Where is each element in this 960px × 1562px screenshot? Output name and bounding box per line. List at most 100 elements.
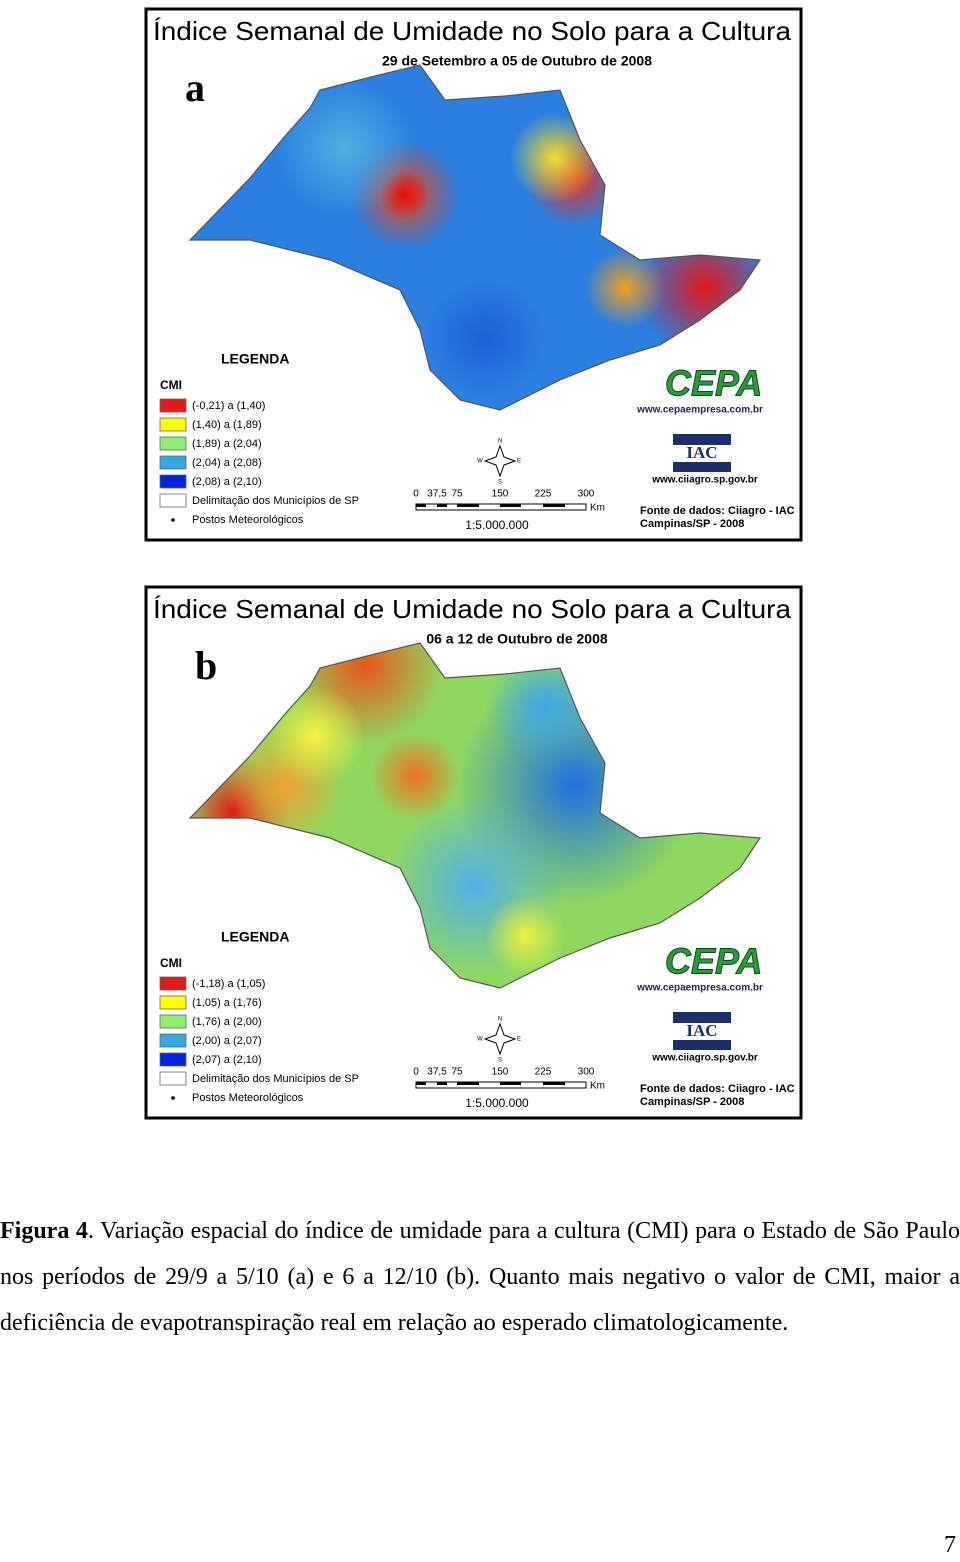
iac-logo-band: [673, 445, 731, 462]
legend-entry: Delimitação dos Municípios de SP: [192, 495, 359, 507]
scale-segment: [437, 1082, 447, 1085]
state-outline: [188, 64, 762, 411]
map-panel: Índice Semanal de Umidade no Solo para a…: [144, 7, 803, 542]
moisture-zone: [585, 248, 665, 328]
legend-swatch: [159, 493, 187, 508]
scale-segment: [500, 504, 521, 507]
moisture-zone: [425, 278, 545, 398]
data-source: Fonte de dados: Ciiagro - IAC: [640, 505, 795, 517]
legend-entry: Postos Meteorológicos: [192, 1092, 304, 1104]
data-source: Campinas/SP - 2008: [640, 1096, 744, 1108]
compass-letter: N: [498, 1017, 502, 1023]
scale-segment: [416, 504, 426, 507]
legend-entry: (2,04) a (2,08): [192, 457, 262, 469]
iac-url: www.ciiagro.sp.gov.br: [651, 475, 758, 486]
panel-letter: a: [185, 65, 205, 110]
map-title: Índice Semanal de Umidade no Solo para a…: [153, 16, 792, 46]
legend-entry: (2,00) a (2,07): [192, 1035, 262, 1047]
legend-entry: (-1,18) a (1,05): [192, 978, 265, 990]
legend-entry: (-0,21) a (1,40): [192, 400, 265, 412]
legend-swatch: [159, 1071, 187, 1086]
legend-entry: (2,07) a (2,10): [192, 1054, 262, 1066]
legend-variable: CMI: [160, 956, 182, 970]
legend-swatch: [159, 436, 187, 451]
compass-letter: N: [498, 439, 502, 445]
caption-label: Figura 4: [0, 1218, 88, 1244]
caption-text: . Variação espacial do índice de umidade…: [0, 1218, 960, 1336]
compass-rose: [483, 1022, 517, 1056]
iac-url: www.ciiagro.sp.gov.br: [651, 1053, 758, 1064]
legend-swatch: [159, 976, 187, 991]
data-source: Fonte de dados: Ciiagro - IAC: [640, 1083, 795, 1095]
compass-letter: W: [477, 459, 483, 465]
iac-logo-band: [673, 1023, 731, 1040]
state-outline: [188, 642, 762, 989]
scale-segment: [500, 1082, 521, 1085]
legend-dot: [171, 518, 175, 522]
scale-label: 75: [451, 1067, 463, 1078]
moisture-zone: [370, 731, 460, 821]
compass-letter: W: [477, 1037, 483, 1043]
legend-entry: Delimitação dos Municípios de SP: [192, 1073, 359, 1085]
cepa-url: www.cepaempresa.com.br: [636, 983, 763, 994]
moisture-zone: [275, 78, 415, 218]
scale-label: 225: [535, 489, 552, 500]
figure: Índice Semanal de Umidade no Solo para a…: [144, 7, 803, 1120]
scale-unit: Km: [590, 503, 605, 514]
cepa-logo: CEPA: [665, 363, 762, 404]
iac-logo: IAC: [686, 1021, 717, 1040]
scale-label: 225: [535, 1067, 552, 1078]
moisture-zone: [265, 686, 365, 786]
scale-segment: [457, 1082, 479, 1085]
panel-letter: b: [195, 643, 217, 688]
legend-entry: Postos Meteorológicos: [192, 514, 304, 526]
legend-entry: (1,05) a (1,76): [192, 997, 262, 1009]
moisture-map: [190, 643, 760, 988]
map-subtitle: 06 a 12 de Outubro de 2008: [426, 631, 608, 647]
scale-segment: [457, 504, 479, 507]
legend-variable: CMI: [160, 378, 182, 392]
caption: Figura 4. Variação espacial do índice de…: [0, 1208, 960, 1346]
scale-ratio: 1:5.000.000: [465, 518, 529, 532]
scale-label: 0: [413, 1067, 419, 1078]
scale-label: 75: [451, 489, 463, 500]
compass-letter: E: [517, 1037, 521, 1043]
scale-segment: [543, 504, 565, 507]
legend-swatch: [159, 398, 187, 413]
legend-swatch: [159, 417, 187, 432]
legend-swatch: [159, 1052, 187, 1067]
scale-label: 300: [578, 489, 595, 500]
scale-label: 300: [578, 1067, 595, 1078]
scale-label: 150: [492, 1067, 509, 1078]
scale-label: 37,5: [427, 1067, 447, 1078]
legend-swatch: [159, 1033, 187, 1048]
legend-title: LEGENDA: [221, 351, 289, 367]
legend-swatch: [159, 474, 187, 489]
legend-swatch: [159, 1014, 187, 1029]
legend-title: LEGENDA: [221, 929, 289, 945]
scale-label: 37,5: [427, 489, 447, 500]
data-source: Campinas/SP - 2008: [640, 518, 744, 530]
scale-label: 0: [413, 489, 419, 500]
scale-segment: [416, 1082, 426, 1085]
scale-unit: Km: [590, 1081, 605, 1092]
scale-ratio: 1:5.000.000: [465, 1096, 529, 1110]
legend-entry: (1,76) a (2,00): [192, 1016, 262, 1028]
iac-logo: IAC: [686, 443, 717, 462]
map-subtitle: 29 de Setembro a 05 de Outubro de 2008: [382, 53, 652, 69]
moisture-zone: [485, 896, 565, 976]
compass-letter: E: [517, 459, 521, 465]
legend-swatch: [159, 455, 187, 470]
compass-letter: S: [498, 1058, 502, 1064]
cepa-url: www.cepaempresa.com.br: [636, 405, 763, 416]
legend-entry: (1,89) a (2,04): [192, 438, 262, 450]
map-panel: Índice Semanal de Umidade no Solo para a…: [144, 585, 803, 1120]
scale-label: 150: [492, 489, 509, 500]
scale-segment: [543, 1082, 565, 1085]
legend-entry: (2,08) a (2,10): [192, 476, 262, 488]
moisture-zone: [510, 113, 600, 203]
compass-letter: S: [498, 480, 502, 486]
cepa-logo: CEPA: [665, 941, 762, 982]
page-number: 7: [944, 1532, 956, 1558]
